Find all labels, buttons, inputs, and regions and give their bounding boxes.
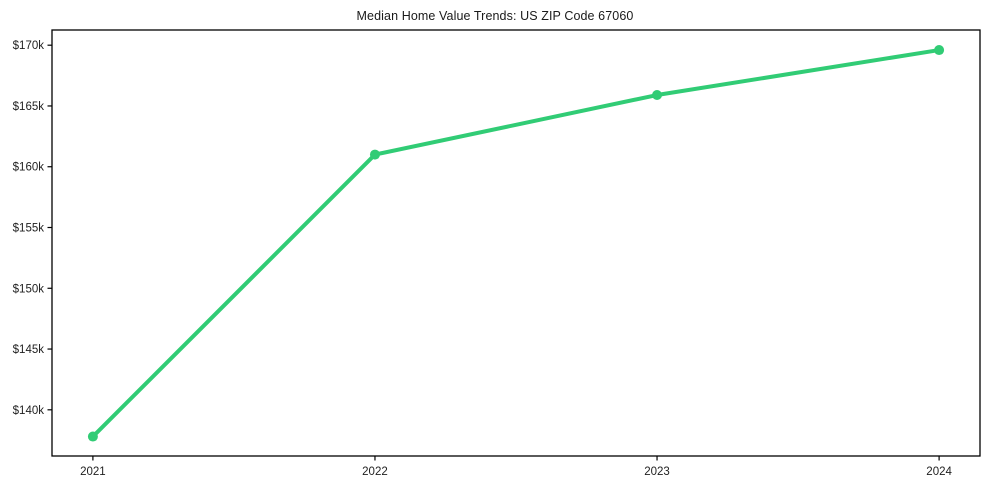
x-tick-label: 2024	[926, 466, 952, 478]
trend-line	[90, 48, 942, 439]
data-point-2022	[369, 149, 380, 160]
y-tick-label: $165k	[13, 101, 45, 113]
x-tick-label: 2023	[644, 466, 670, 478]
data-point-2021	[87, 431, 98, 442]
y-tick-label: $155k	[13, 223, 45, 235]
plot-border	[51, 29, 981, 457]
data-point-2024	[934, 45, 945, 56]
y-tick-label: $140k	[13, 405, 45, 417]
y-tick-label: $145k	[13, 344, 45, 356]
y-tick-label: $160k	[13, 162, 45, 174]
y-tick-label: $150k	[13, 283, 45, 295]
chart-title: Median Home Value Trends: US ZIP Code 67…	[356, 9, 634, 23]
data-point-2023	[652, 90, 663, 101]
x-tick-label: 2022	[362, 466, 388, 478]
x-tick-label: 2021	[80, 466, 106, 478]
y-tick-label: $170k	[13, 40, 45, 52]
